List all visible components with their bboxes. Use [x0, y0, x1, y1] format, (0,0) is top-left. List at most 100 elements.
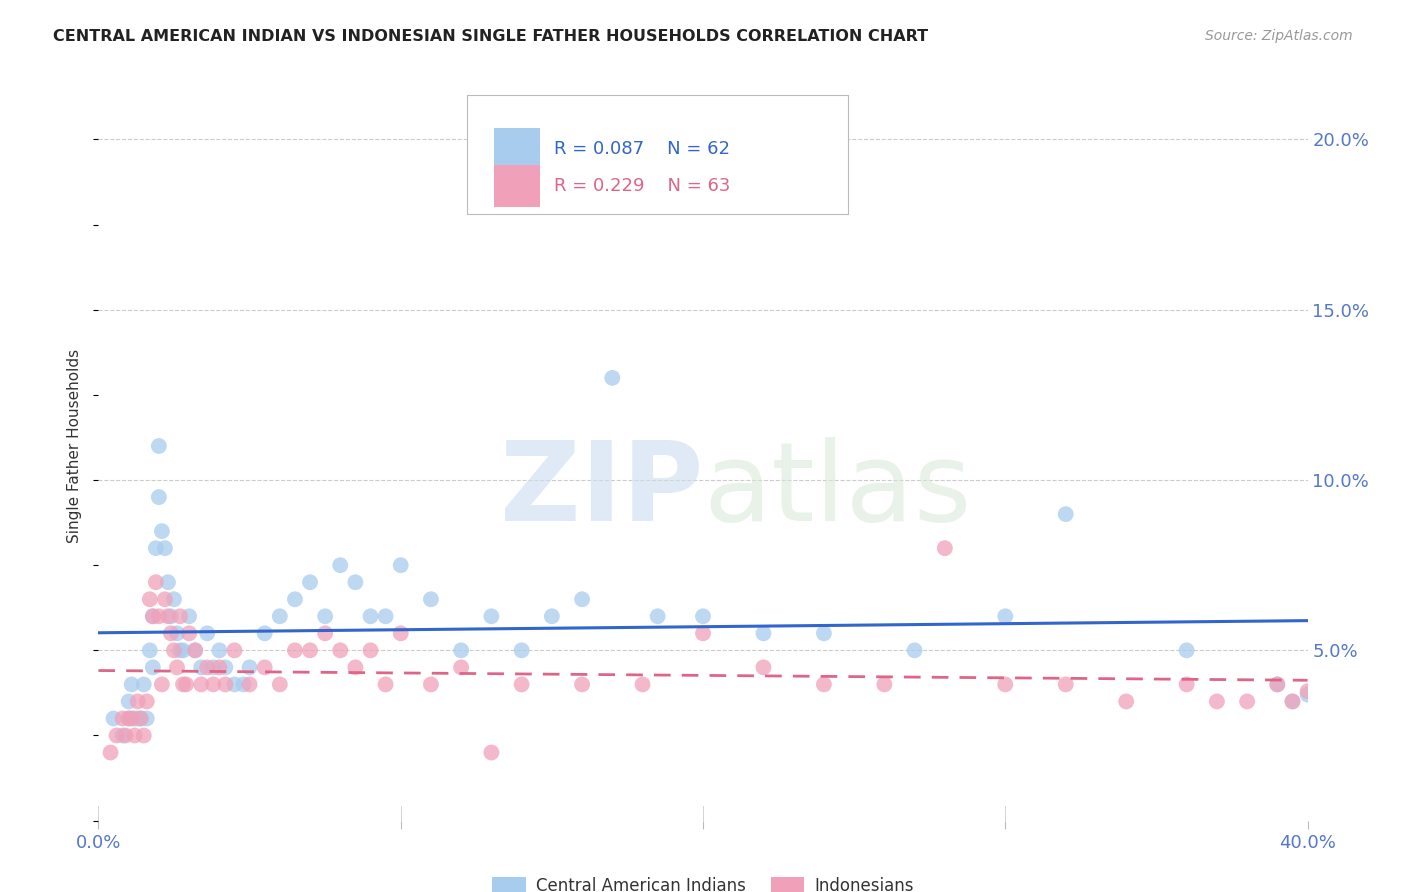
Text: ZIP: ZIP	[499, 437, 703, 544]
Point	[904, 643, 927, 657]
Point	[142, 609, 165, 624]
Point	[156, 575, 179, 590]
Text: R = 0.087    N = 62: R = 0.087 N = 62	[554, 139, 730, 158]
Point	[1267, 677, 1289, 691]
Point	[284, 643, 307, 657]
Point	[124, 711, 146, 725]
Point	[195, 660, 218, 674]
Point	[145, 541, 167, 556]
Point	[145, 575, 167, 590]
Bar	[494, 128, 540, 169]
Point	[1175, 643, 1198, 657]
Point	[647, 609, 669, 624]
Y-axis label: Single Father Households: Single Father Households	[67, 349, 83, 543]
Point	[214, 677, 236, 691]
Point	[148, 439, 170, 453]
Point	[571, 677, 593, 691]
Point	[160, 609, 183, 624]
Point	[160, 626, 183, 640]
Point	[142, 609, 165, 624]
Point	[163, 592, 186, 607]
Legend: Central American Indians, Indonesians: Central American Indians, Indonesians	[486, 871, 920, 892]
Point	[269, 609, 291, 624]
Point	[1115, 694, 1137, 708]
Point	[692, 626, 714, 640]
Point	[103, 711, 125, 725]
Point	[208, 660, 231, 674]
Point	[299, 575, 322, 590]
Point	[420, 592, 443, 607]
Point	[389, 558, 412, 573]
Point	[153, 541, 176, 556]
Point	[166, 626, 188, 640]
Point	[239, 660, 262, 674]
Point	[118, 711, 141, 725]
Point	[148, 490, 170, 504]
FancyBboxPatch shape	[467, 95, 848, 214]
Point	[232, 677, 254, 691]
Point	[132, 729, 155, 743]
Point	[208, 643, 231, 657]
Point	[253, 626, 276, 640]
Point	[190, 660, 212, 674]
Point	[172, 643, 194, 657]
Point	[360, 609, 382, 624]
Point	[389, 626, 412, 640]
Point	[329, 558, 352, 573]
Point	[190, 677, 212, 691]
Point	[195, 626, 218, 640]
Point	[153, 592, 176, 607]
Point	[329, 643, 352, 657]
Point	[135, 711, 157, 725]
Point	[374, 677, 396, 691]
Point	[132, 677, 155, 691]
Point	[184, 643, 207, 657]
Point	[1267, 677, 1289, 691]
Point	[114, 729, 136, 743]
Point	[121, 677, 143, 691]
Point	[139, 643, 162, 657]
Point	[148, 609, 170, 624]
Point	[1281, 694, 1303, 708]
Text: Source: ZipAtlas.com: Source: ZipAtlas.com	[1205, 29, 1353, 43]
Point	[214, 660, 236, 674]
Point	[284, 592, 307, 607]
Point	[127, 711, 149, 725]
Point	[118, 694, 141, 708]
Point	[813, 626, 835, 640]
Point	[420, 677, 443, 691]
Point	[150, 677, 173, 691]
Point	[111, 729, 134, 743]
Point	[344, 660, 367, 674]
Point	[224, 677, 246, 691]
Point	[450, 660, 472, 674]
Point	[752, 660, 775, 674]
Point	[752, 626, 775, 640]
Point	[602, 371, 624, 385]
Text: atlas: atlas	[703, 437, 972, 544]
Point	[1206, 694, 1229, 708]
Point	[166, 660, 188, 674]
Point	[100, 746, 122, 760]
Point	[121, 711, 143, 725]
Point	[314, 609, 336, 624]
Point	[202, 660, 225, 674]
Point	[873, 677, 896, 691]
Point	[510, 643, 533, 657]
Point	[150, 524, 173, 538]
Point	[314, 626, 336, 640]
Point	[172, 677, 194, 691]
Point	[169, 609, 191, 624]
Point	[111, 711, 134, 725]
Point	[124, 729, 146, 743]
Point	[1054, 677, 1077, 691]
Point	[269, 677, 291, 691]
Point	[510, 677, 533, 691]
Point	[450, 643, 472, 657]
Point	[374, 609, 396, 624]
Point	[1296, 684, 1319, 698]
Point	[540, 609, 562, 624]
Point	[139, 592, 162, 607]
Point	[179, 626, 201, 640]
Point	[129, 711, 152, 725]
